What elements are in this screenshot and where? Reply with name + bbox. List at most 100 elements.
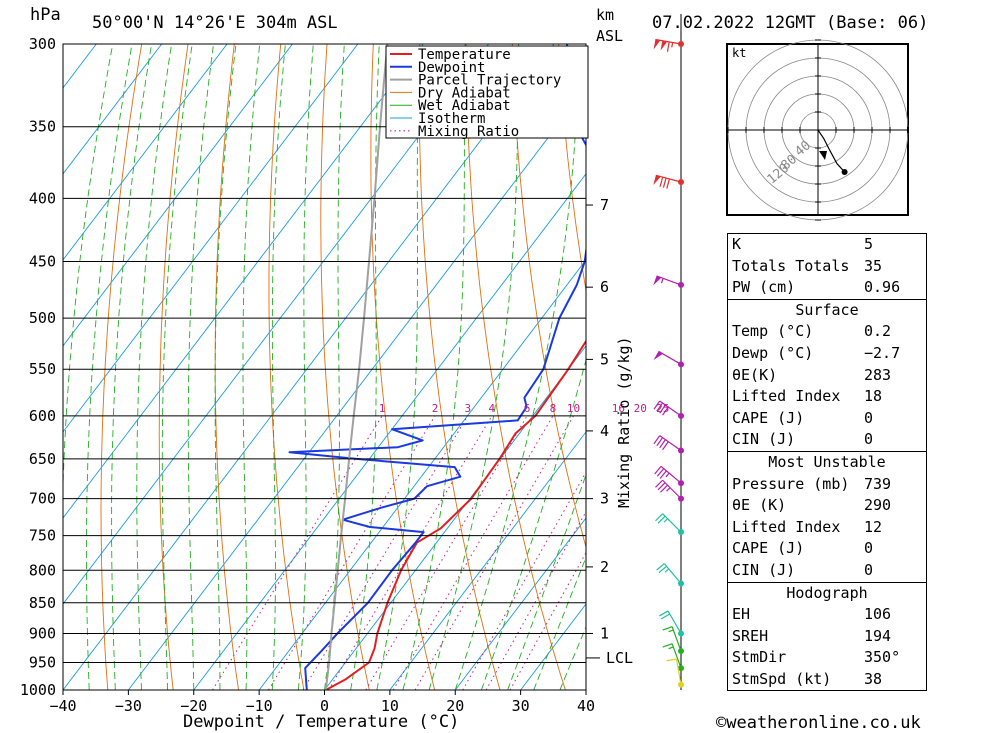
wind-pennant xyxy=(653,351,663,360)
most-unstable-box: Most Unstable Pressure (mb) 739 θE (K) 290… xyxy=(727,450,927,583)
pressure-tick-label: 800 xyxy=(29,561,56,579)
x-tick-label: 30 xyxy=(512,697,530,715)
wind-barb xyxy=(653,400,684,419)
stat-row: EH 106 xyxy=(728,604,926,626)
wind-barb xyxy=(662,626,684,655)
dry-adiabat-line xyxy=(465,44,566,690)
wind-barb xyxy=(653,275,684,288)
mixing-ratio-label: 4 xyxy=(489,402,496,415)
dry-adiabat-line xyxy=(976,44,1000,690)
pressure-tick-label: 650 xyxy=(29,450,56,468)
wind-feather xyxy=(666,658,677,662)
isotherm-line xyxy=(63,44,228,261)
isotherm-line xyxy=(63,44,359,433)
stat-value: 0 xyxy=(864,560,874,579)
isotherm-line xyxy=(63,44,555,690)
stat-row: Pressure (mb) 739 xyxy=(728,474,926,496)
stat-label: Temp (°C) xyxy=(732,322,814,341)
isotherm-line xyxy=(0,44,31,690)
isotherm-line xyxy=(63,44,424,519)
wet-adiabat-line xyxy=(136,44,173,690)
wind-feather xyxy=(659,176,664,187)
stat-row: Temp (°C) 0.2 xyxy=(728,321,926,343)
wet-adiabat-line xyxy=(533,555,586,690)
isotherm-line xyxy=(389,431,586,690)
legend-label: Mixing Ratio xyxy=(418,124,519,140)
wind-shaft xyxy=(659,435,682,452)
series-parcel-trajectory-line xyxy=(324,44,389,690)
surface-box: Surface Temp (°C) 0.2 Dewp (°C) −2.7 θE(K)… xyxy=(727,298,927,452)
hodograph-stats-box: Hodograph EH 106 SREH 194 StmDir 350° StmSp… xyxy=(727,581,927,692)
stat-label: K xyxy=(732,235,742,253)
wet-adiabat-line xyxy=(324,44,345,690)
wind-half-feather xyxy=(668,646,674,650)
stat-row: Totals Totals 35 xyxy=(728,256,926,278)
pressure-tick-label: 400 xyxy=(29,189,56,207)
wind-feather xyxy=(662,406,669,416)
pressure-tick-label: 1000 xyxy=(20,681,56,699)
wind-barb xyxy=(653,350,684,368)
dry-adiabat-line xyxy=(929,44,1000,690)
stat-label: CAPE (J) xyxy=(732,408,805,427)
stat-row: Lifted Index 12 xyxy=(728,517,926,539)
wet-adiabat-line xyxy=(85,44,133,690)
wind-feather xyxy=(656,468,665,477)
pressure-tick-label: 750 xyxy=(29,527,56,545)
wind-feather xyxy=(656,437,664,447)
wind-feather xyxy=(656,402,664,412)
x-tick-label: −40 xyxy=(49,697,76,715)
stat-row: Dewp (°C) −2.7 xyxy=(728,343,926,365)
wind-shaft xyxy=(675,658,682,685)
stat-value: 5 xyxy=(864,235,874,253)
km-tick-label: 4 xyxy=(600,422,609,440)
km-tick-label: 1 xyxy=(600,624,609,642)
wind-barb xyxy=(666,658,684,688)
isotherm-line xyxy=(63,44,293,347)
wind-half-feather xyxy=(668,629,674,633)
wind-feather xyxy=(658,565,667,574)
isotherm-line xyxy=(128,87,586,690)
storm-motion-marker xyxy=(819,151,827,160)
wind-half-feather xyxy=(660,278,664,284)
stat-value: 283 xyxy=(864,365,892,384)
x-tick-label: −30 xyxy=(115,697,142,715)
stat-value: 290 xyxy=(864,496,892,515)
x-tick-label: 40 xyxy=(577,697,595,715)
stat-value: 0.96 xyxy=(864,278,901,297)
stat-row: θE(K) 283 xyxy=(728,365,926,387)
stat-value: 0 xyxy=(864,539,874,558)
km-tick-label: 6 xyxy=(600,278,609,296)
hodograph-end-point xyxy=(841,169,848,175)
pressure-tick-label: 700 xyxy=(29,490,56,508)
wind-barb xyxy=(653,38,684,52)
stat-value: 0 xyxy=(864,408,874,427)
stat-label: Pressure (mb) xyxy=(732,474,850,493)
wind-pennant xyxy=(653,175,661,185)
plot-frame xyxy=(62,43,587,691)
wet-adiabat-line xyxy=(454,44,580,690)
stat-label: SREH xyxy=(732,626,769,645)
wind-shaft xyxy=(659,400,682,417)
wind-feather xyxy=(659,470,667,479)
wind-shaft xyxy=(662,513,682,533)
wind-barb xyxy=(662,643,684,672)
stat-label: PW (cm) xyxy=(732,278,796,297)
stat-label: CIN (J) xyxy=(732,430,796,449)
wind-feather xyxy=(657,482,666,491)
wind-feather xyxy=(666,178,670,189)
km-tick-label: 5 xyxy=(600,350,609,368)
wet-adiabat-line xyxy=(111,44,153,690)
wind-shaft xyxy=(660,465,682,484)
stat-value: 350° xyxy=(864,648,901,667)
stat-value: 18 xyxy=(864,387,883,406)
wind-feather xyxy=(660,613,671,620)
wind-shaft xyxy=(671,643,682,669)
wind-feather xyxy=(659,610,669,617)
stat-label: CAPE (J) xyxy=(732,539,805,558)
credit-text: ©weatheronline.co.uk xyxy=(716,713,921,733)
wind-barb xyxy=(656,563,684,587)
stat-value: 106 xyxy=(864,605,892,624)
